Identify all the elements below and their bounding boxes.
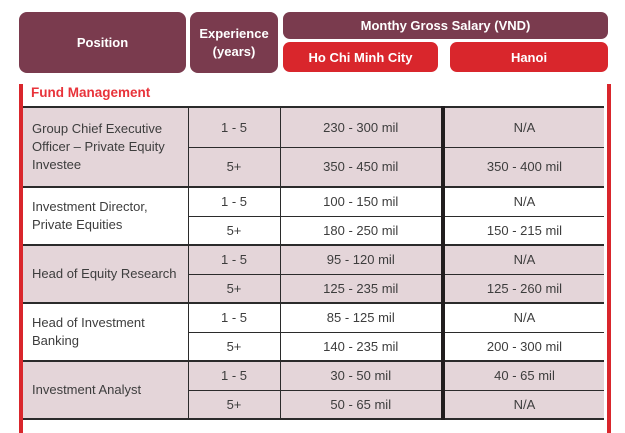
hcmc-salary-cell: 350 - 450 mil bbox=[279, 146, 443, 187]
table-row: Head of Equity Research 1 - 5 95 - 120 mil… bbox=[23, 244, 604, 303]
hanoi-salary-cell: N/A bbox=[441, 389, 604, 419]
table-row: 5+ 50 - 65 mil N/A bbox=[23, 389, 604, 419]
right-accent-bar bbox=[607, 84, 611, 433]
salary-table: Group Chief Executive Officer – Private … bbox=[23, 106, 604, 420]
experience-cell: 1 - 5 bbox=[187, 186, 280, 216]
table-header: Position Experience (years) Monthy Gross… bbox=[19, 12, 608, 73]
hcmc-salary-cell: 50 - 65 mil bbox=[279, 389, 443, 419]
table-row: 5+ 125 - 235 mil 125 - 260 mil bbox=[23, 273, 604, 303]
hanoi-salary-cell: 150 - 215 mil bbox=[441, 215, 604, 245]
hcmc-salary-cell: 140 - 235 mil bbox=[279, 331, 443, 361]
hanoi-salary-cell: N/A bbox=[441, 244, 604, 274]
position-cell: Head of Investment Banking bbox=[23, 302, 188, 361]
city-header-ho-chi-minh: Ho Chi Minh City bbox=[283, 42, 438, 72]
experience-cell: 5+ bbox=[187, 215, 280, 245]
experience-cell: 1 - 5 bbox=[187, 106, 280, 147]
table-row: Group Chief Executive Officer – Private … bbox=[23, 106, 604, 187]
hcmc-salary-cell: 85 - 125 mil bbox=[279, 302, 443, 332]
experience-cell: 1 - 5 bbox=[187, 360, 280, 390]
position-cell: Group Chief Executive Officer – Private … bbox=[23, 106, 188, 187]
hanoi-salary-cell: 40 - 65 mil bbox=[441, 360, 604, 390]
table-row: 5+ 180 - 250 mil 150 - 215 mil bbox=[23, 215, 604, 245]
table-row: Head of Investment Banking 1 - 5 85 - 125 … bbox=[23, 302, 604, 361]
hanoi-salary-cell: 200 - 300 mil bbox=[441, 331, 604, 361]
table-row: Investment Analyst 1 - 5 30 - 50 mil 40 - 6… bbox=[23, 360, 604, 419]
position-column-header: Position bbox=[19, 12, 186, 73]
position-cell: Head of Equity Research bbox=[23, 244, 188, 303]
experience-cell: 5+ bbox=[187, 331, 280, 361]
table-row: Investment Director, Private Equities 1 -… bbox=[23, 186, 604, 245]
hanoi-salary-cell: 350 - 400 mil bbox=[441, 146, 604, 187]
hcmc-salary-cell: 95 - 120 mil bbox=[279, 244, 443, 274]
experience-column-header: Experience (years) bbox=[190, 12, 278, 73]
table-row: 5+ 350 - 450 mil 350 - 400 mil bbox=[23, 146, 604, 187]
hcmc-salary-cell: 100 - 150 mil bbox=[279, 186, 443, 216]
experience-cell: 1 - 5 bbox=[187, 302, 280, 332]
city-header-row: Ho Chi Minh City Hanoi bbox=[283, 42, 608, 72]
table-body-section: Fund Management Group Chief Executive Of… bbox=[19, 82, 611, 433]
hanoi-salary-cell: N/A bbox=[441, 106, 604, 147]
hcmc-salary-cell: 125 - 235 mil bbox=[279, 273, 443, 303]
salary-group-header: Monthy Gross Salary (VND) bbox=[283, 12, 608, 39]
hanoi-salary-cell: 125 - 260 mil bbox=[441, 273, 604, 303]
hanoi-salary-cell: N/A bbox=[441, 186, 604, 216]
position-cell: Investment Analyst bbox=[23, 360, 188, 419]
experience-cell: 5+ bbox=[187, 273, 280, 303]
hcmc-salary-cell: 230 - 300 mil bbox=[279, 106, 443, 147]
city-header-hanoi: Hanoi bbox=[450, 42, 608, 72]
hcmc-salary-cell: 30 - 50 mil bbox=[279, 360, 443, 390]
experience-cell: 1 - 5 bbox=[187, 244, 280, 274]
experience-cell: 5+ bbox=[187, 146, 280, 187]
left-accent-bar bbox=[19, 84, 23, 433]
salary-header-group: Monthy Gross Salary (VND) Ho Chi Minh Ci… bbox=[283, 12, 608, 72]
hcmc-salary-cell: 180 - 250 mil bbox=[279, 215, 443, 245]
hanoi-salary-cell: N/A bbox=[441, 302, 604, 332]
table-row: 5+ 140 - 235 mil 200 - 300 mil bbox=[23, 331, 604, 361]
position-cell: Investment Director, Private Equities bbox=[23, 186, 188, 245]
section-title: Fund Management bbox=[31, 85, 151, 100]
experience-cell: 5+ bbox=[187, 389, 280, 419]
